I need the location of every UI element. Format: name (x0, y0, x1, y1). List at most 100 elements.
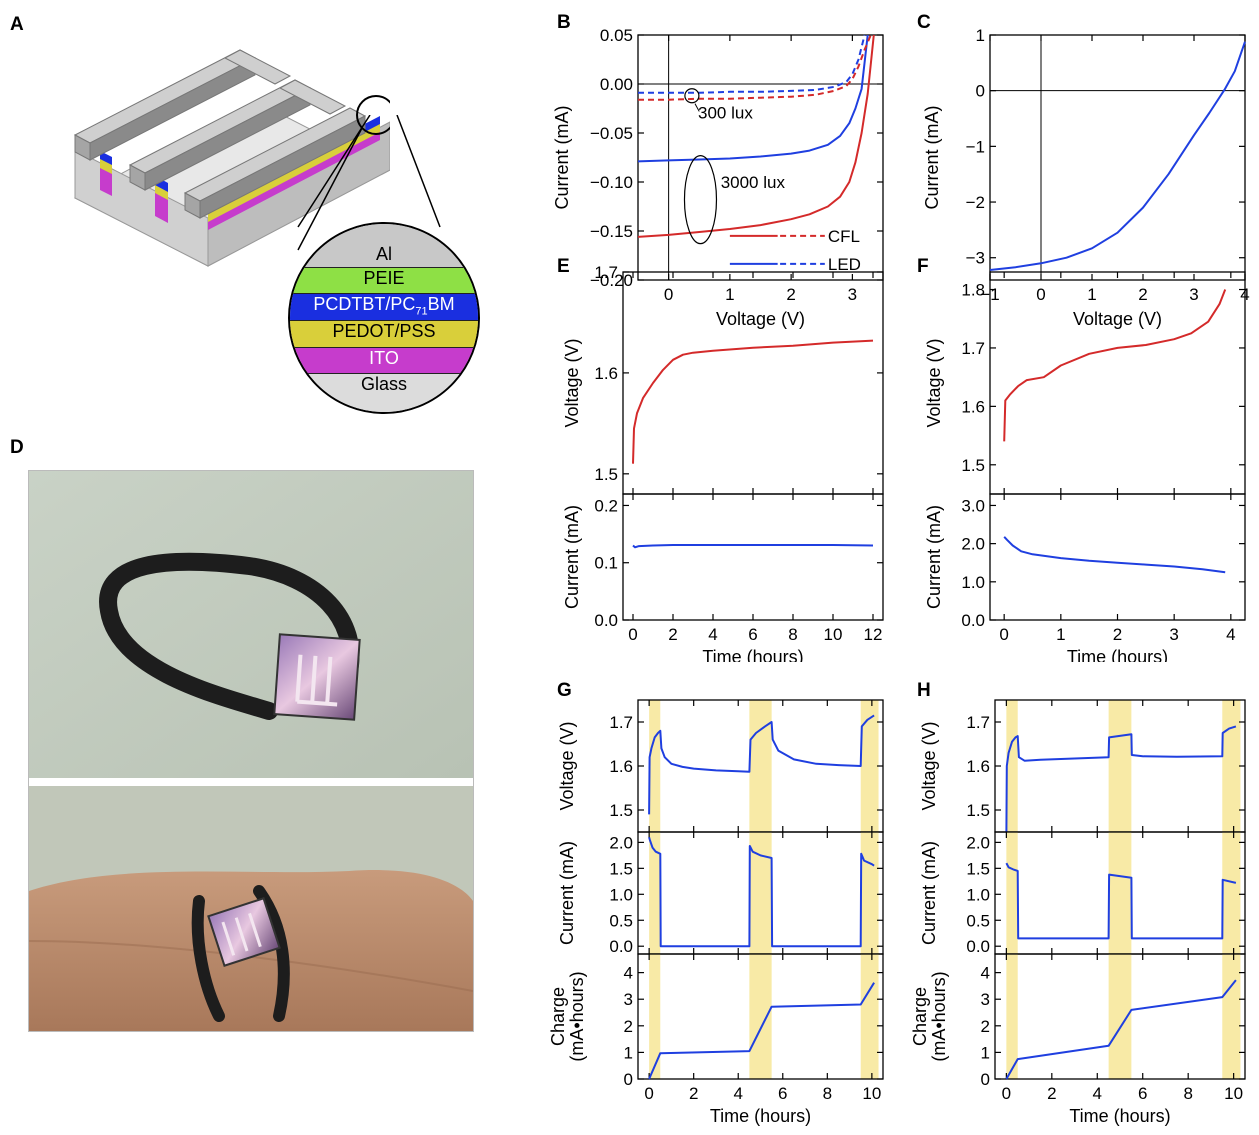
plot-frame (989, 493, 1246, 621)
panel-letter-c: C (917, 12, 931, 33)
y-axis-label: Current (mA) (562, 505, 582, 609)
bracelet-photo-bottom (29, 786, 473, 1031)
panel-letter-b: B (557, 12, 571, 33)
annotation-leader (694, 103, 700, 112)
shaded-interval (1006, 954, 1018, 1079)
y-tick-label: 3 (624, 990, 633, 1009)
x-tick-label: 10 (824, 625, 843, 644)
layer-active-subscript: 71 (415, 305, 428, 318)
x-tick-label: 3 (1189, 285, 1198, 304)
y-tick-label: 1.6 (961, 397, 985, 416)
y-axis-label: Charge (548, 987, 568, 1046)
layer-active: PCDTBT/PC71BM (290, 294, 478, 321)
y-tick-label: 0.0 (961, 611, 985, 630)
x-tick-label: 8 (788, 625, 797, 644)
x-tick-label: 2 (1113, 625, 1122, 644)
y-tick-label: 1 (624, 1043, 633, 1062)
iv-curve-cfl (637, 34, 875, 238)
y-axis-label: Voltage (V) (924, 338, 944, 427)
series-line (632, 339, 874, 464)
x-tick-label: 1 (725, 285, 734, 304)
y-tick-label: 0.0 (609, 937, 633, 956)
y-axis-label: Current (mA) (919, 841, 939, 945)
y-tick-label: 1 (976, 26, 985, 45)
x-tick-label: 0 (1036, 285, 1045, 304)
series-line (632, 544, 874, 549)
x-tick-label: 2 (1047, 1084, 1056, 1103)
y-tick-label: 1.7 (961, 339, 985, 358)
y-tick-label: 1.7 (609, 713, 633, 732)
y-tick-label: 2.0 (609, 833, 633, 852)
x-tick-label: 0 (664, 285, 673, 304)
x-tick-label: 0 (999, 625, 1008, 644)
x-axis-label: Time (hours) (1069, 1106, 1170, 1126)
shaded-interval (1222, 832, 1241, 954)
y-tick-label: 3 (981, 990, 990, 1009)
magnifier-lines (297, 115, 441, 228)
legend-label: LED (828, 255, 861, 274)
legend-label: CFL (828, 227, 860, 246)
chart-h-cycling: 1.5 1.6 1.7 Voltage (V) 0.0 0.5 1.0 1.5 2.0 Curre… (910, 699, 1246, 1126)
y-axis-label: Voltage (V) (562, 338, 582, 427)
panel-letter-d: D (10, 437, 24, 458)
y-tick-label: −2 (966, 193, 985, 212)
x-tick-label: 8 (823, 1084, 832, 1103)
series-line (1003, 289, 1227, 442)
shaded-interval (1108, 832, 1132, 954)
y-tick-label: 0.1 (594, 554, 618, 573)
x-tick-label: 1 (1056, 625, 1065, 644)
layer-peie-label: PEIE (363, 268, 405, 288)
y-tick-label: 0.05 (600, 26, 633, 45)
x-tick-label: 10 (862, 1084, 881, 1103)
layer-ito: ITO (290, 348, 478, 374)
shaded-interval (1108, 954, 1132, 1079)
panel-letter-h: H (917, 680, 931, 701)
high-light-ellipse (683, 155, 718, 245)
shaded-interval (860, 954, 879, 1079)
y-axis-label: Current (mA) (922, 105, 942, 209)
shaded-interval (1006, 700, 1018, 832)
chart-f-voltage-current: 1.5 1.6 1.7 1.8 Voltage (V) 0.0 1.0 2.0 3.0 0 1 2 3 4… (924, 271, 1246, 662)
y-axis-label: Current (mA) (924, 505, 944, 609)
chart-g-cycling: 1.5 1.6 1.7 Voltage (V) 0.0 0.5 1.0 1.5 2.0 Curre… (548, 699, 884, 1126)
y-tick-label: 1.5 (961, 456, 985, 475)
annotation-3000-lux: 3000 lux (721, 173, 786, 192)
y-tick-label: 0.5 (966, 911, 990, 930)
x-tick-label: 2 (786, 285, 795, 304)
layer-al-label: Al (375, 244, 392, 264)
y-axis-label: (mA•hours) (929, 971, 949, 1061)
x-tick-label: 2 (668, 625, 677, 644)
layer-pedot-label: PEDOT/PSS (332, 321, 436, 341)
y-tick-label: −0.10 (590, 173, 633, 192)
y-tick-label: 0 (624, 1070, 633, 1089)
y-tick-label: 1.6 (594, 364, 618, 383)
shaded-interval (1222, 954, 1241, 1079)
series-line (648, 714, 875, 815)
series-line (1003, 536, 1226, 574)
x-tick-label: 3 (848, 285, 857, 304)
y-axis-label: Charge (910, 987, 930, 1046)
layer-peie: PEIE (290, 268, 478, 294)
x-tick-label: 2 (689, 1084, 698, 1103)
x-axis-label: Time (hours) (702, 647, 803, 662)
iv-curve-led (638, 34, 866, 94)
x-axis-label: Time (hours) (1067, 647, 1168, 662)
y-tick-label: 0.0 (966, 937, 990, 956)
y-tick-label: 0.00 (600, 75, 633, 94)
y-tick-label: 1.5 (966, 801, 990, 820)
shaded-interval (749, 832, 772, 954)
y-axis-label: Voltage (V) (557, 721, 577, 810)
x-tick-label: 0 (644, 1084, 653, 1103)
y-tick-label: 1.7 (966, 713, 990, 732)
low-light-ellipse (684, 88, 700, 104)
x-tick-label: 4 (1226, 625, 1235, 644)
y-tick-label: 0 (981, 1070, 990, 1089)
x-tick-label: 3 (1169, 625, 1178, 644)
y-tick-label: 1 (981, 1043, 990, 1062)
plot-frame (989, 34, 1246, 281)
bracelet-photo-svg (29, 471, 473, 1031)
shaded-interval (649, 700, 661, 832)
y-tick-label: −0.20 (590, 271, 633, 290)
y-tick-label: 4 (981, 964, 990, 983)
x-axis-label: Voltage (V) (716, 309, 805, 329)
